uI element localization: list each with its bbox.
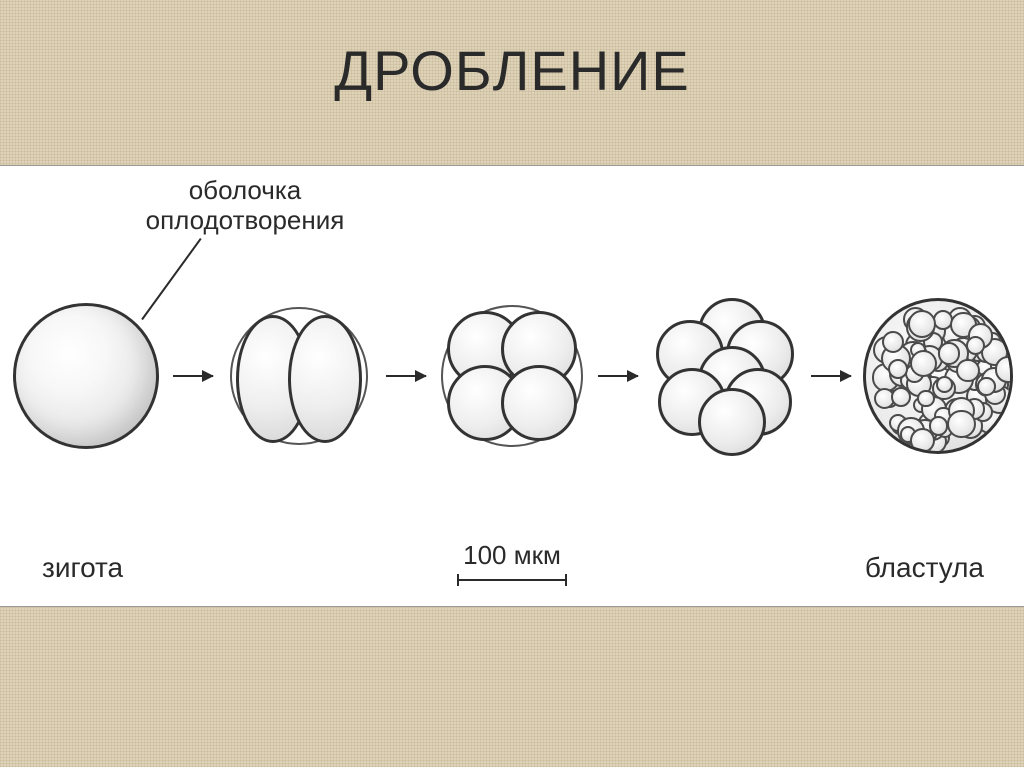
diagram-panel: оболочка оплодотворения bbox=[0, 165, 1024, 607]
scale-bar: 100 мкм bbox=[457, 540, 567, 581]
stage-two-cell bbox=[224, 291, 374, 461]
blastula-cell bbox=[956, 359, 980, 383]
two-cell bbox=[224, 301, 374, 451]
four-cell bbox=[437, 301, 587, 451]
blastula bbox=[863, 298, 1013, 454]
blastula-cell bbox=[938, 342, 960, 364]
stage-blastula bbox=[863, 291, 1013, 461]
membrane-annotation: оболочка оплодотворения bbox=[115, 176, 375, 236]
blastula-cell bbox=[910, 350, 937, 377]
blastula-cell bbox=[995, 356, 1013, 382]
blastula-cell bbox=[947, 410, 975, 438]
arrow-3 bbox=[598, 375, 638, 377]
label-zygote: зигота bbox=[42, 552, 123, 584]
label-blastula: бластула bbox=[865, 552, 984, 584]
scale-text: 100 мкм bbox=[463, 540, 561, 570]
blastula-cell bbox=[882, 331, 904, 353]
blastomere bbox=[698, 388, 766, 456]
stage-morula bbox=[650, 291, 800, 461]
slide-canvas: ДРОБЛЕНИЕ оболочка оплодотворения bbox=[0, 0, 1024, 767]
blastula-cell bbox=[929, 416, 948, 435]
blastula-cell bbox=[977, 377, 995, 395]
morula bbox=[650, 296, 800, 456]
arrow-4 bbox=[811, 375, 851, 377]
arrow-2 bbox=[386, 375, 426, 377]
stages-row bbox=[0, 291, 1024, 461]
zygote-cell bbox=[13, 303, 159, 449]
scale-bar-line bbox=[457, 579, 567, 581]
membrane-line1: оболочка bbox=[189, 175, 302, 205]
blastula-cell bbox=[891, 387, 912, 408]
cell-half-right bbox=[288, 315, 362, 443]
blastula-cell bbox=[936, 376, 953, 393]
arrow-1 bbox=[173, 375, 213, 377]
stage-zygote bbox=[11, 291, 161, 461]
quadrant bbox=[501, 365, 577, 441]
stage-four-cell bbox=[437, 291, 587, 461]
slide-title: ДРОБЛЕНИЕ bbox=[0, 38, 1024, 103]
membrane-line2: оплодотворения bbox=[146, 205, 345, 235]
